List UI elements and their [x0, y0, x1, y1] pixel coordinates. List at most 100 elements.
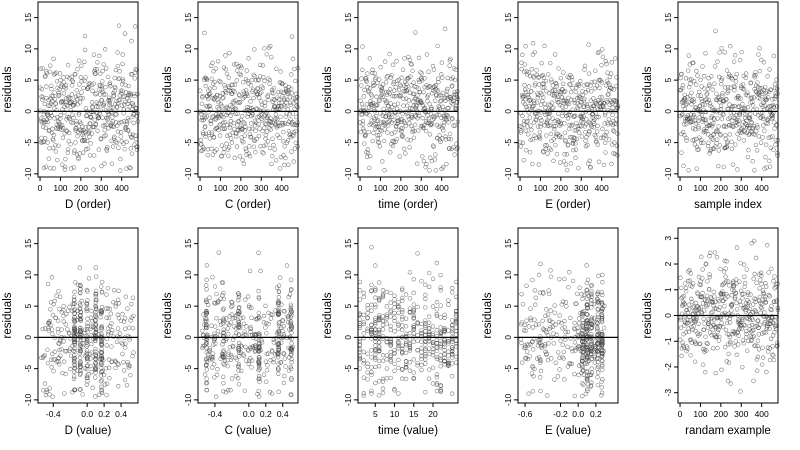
- data-point: [715, 129, 721, 134]
- data-point: [419, 362, 424, 368]
- data-point: [400, 298, 405, 303]
- data-point: [742, 284, 747, 290]
- data-point: [292, 66, 297, 72]
- data-point: [373, 75, 378, 80]
- data-point: [121, 360, 126, 365]
- data-point: [444, 88, 450, 94]
- data-point: [98, 379, 104, 384]
- data-point: [290, 56, 296, 62]
- data-point: [49, 93, 54, 98]
- data-point: [49, 113, 55, 118]
- data-point: [220, 280, 226, 285]
- data-point: [450, 290, 455, 295]
- data-point: [388, 327, 393, 333]
- data-point: [68, 96, 73, 101]
- data-point: [120, 342, 125, 347]
- data-point: [542, 143, 548, 148]
- data-point: [584, 288, 589, 293]
- data-point: [396, 120, 401, 125]
- data-point: [115, 334, 120, 339]
- data-point: [232, 334, 237, 339]
- data-point: [752, 271, 757, 277]
- data-point: [742, 323, 748, 328]
- data-point: [48, 165, 53, 171]
- data-point: [369, 372, 374, 378]
- data-point: [106, 125, 111, 131]
- data-point: [452, 152, 457, 157]
- data-point: [446, 328, 451, 333]
- data-point: [551, 124, 557, 129]
- data-point: [441, 123, 446, 128]
- data-point: [256, 314, 262, 320]
- data-point: [708, 324, 713, 329]
- data-point: [564, 152, 570, 157]
- data-point: [388, 323, 393, 329]
- data-point: [396, 310, 401, 316]
- data-point: [126, 98, 131, 103]
- data-point: [736, 94, 741, 99]
- data-point: [75, 66, 80, 72]
- data-point: [423, 110, 428, 115]
- data-point: [39, 135, 44, 141]
- data-point: [263, 142, 269, 147]
- data-point: [530, 161, 535, 167]
- data-point: [69, 83, 75, 88]
- data-point: [572, 320, 577, 326]
- data-point: [591, 96, 596, 101]
- data-point: [592, 132, 597, 138]
- data-point: [98, 71, 103, 76]
- data-point: [554, 152, 560, 157]
- data-point: [728, 73, 733, 78]
- scatter-points: [358, 26, 461, 173]
- data-point: [88, 341, 94, 347]
- data-point: [540, 290, 546, 295]
- data-point: [447, 146, 452, 151]
- data-point: [753, 309, 759, 314]
- data-point: [535, 356, 540, 361]
- data-point: [123, 326, 128, 331]
- data-point: [108, 105, 113, 110]
- y-tick-label: 0: [663, 109, 673, 114]
- data-point: [72, 359, 77, 364]
- data-point: [755, 368, 760, 373]
- data-point: [424, 120, 429, 126]
- data-point: [543, 313, 548, 318]
- x-tick-label: 0: [518, 183, 523, 193]
- data-point: [398, 83, 403, 89]
- data-point: [51, 132, 56, 138]
- data-point: [370, 70, 375, 76]
- data-point: [758, 115, 764, 120]
- data-point: [762, 320, 767, 325]
- data-point: [732, 88, 737, 93]
- data-point: [737, 112, 743, 118]
- data-point: [426, 93, 431, 98]
- data-point: [93, 122, 99, 127]
- data-point: [233, 98, 238, 103]
- data-point: [536, 340, 542, 345]
- data-point: [740, 82, 746, 87]
- data-point: [215, 328, 221, 334]
- data-point: [91, 52, 97, 57]
- data-point: [709, 310, 714, 316]
- data-point: [109, 359, 114, 365]
- x-tick-label: -0.2: [553, 409, 568, 419]
- data-point: [726, 360, 732, 365]
- data-point: [599, 63, 604, 68]
- data-point: [127, 90, 132, 96]
- data-point: [373, 357, 378, 362]
- data-point: [575, 291, 580, 296]
- data-point: [416, 55, 422, 61]
- data-point: [401, 146, 407, 152]
- data-point: [396, 305, 401, 310]
- data-point: [432, 157, 438, 162]
- data-point: [392, 368, 397, 373]
- data-point: [768, 87, 774, 92]
- data-point: [55, 330, 61, 335]
- data-point: [239, 368, 244, 373]
- data-point: [264, 321, 269, 326]
- data-point: [403, 331, 409, 337]
- data-point: [529, 108, 534, 113]
- data-point: [98, 136, 104, 142]
- data-point: [731, 283, 737, 288]
- data-point: [438, 325, 443, 330]
